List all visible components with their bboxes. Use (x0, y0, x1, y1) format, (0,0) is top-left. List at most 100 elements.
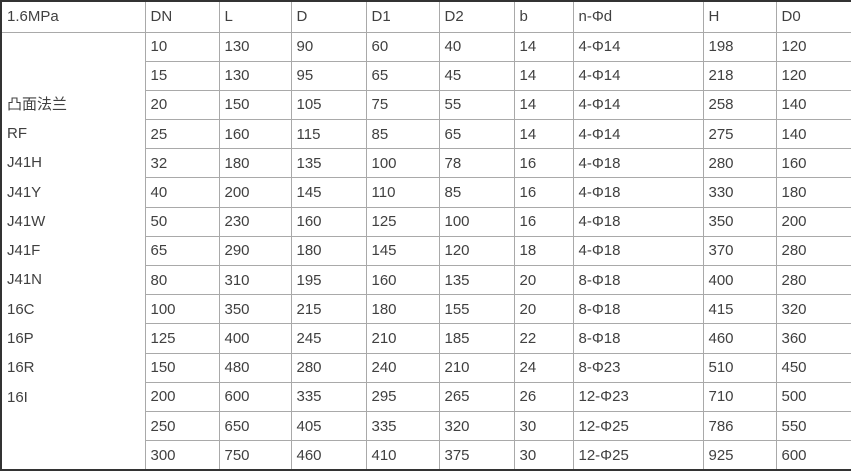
table-cell: 60 (365, 31, 440, 62)
table-cell: 105 (290, 89, 367, 121)
table-cell: 360 (775, 323, 851, 354)
table-cell: 200 (775, 206, 851, 237)
table-cell: 135 (290, 148, 367, 179)
table-cell: 350 (702, 206, 777, 237)
table-cell: 8-Φ18 (572, 323, 704, 354)
table-cell: 750 (218, 440, 292, 471)
table-row: 25 160 115 85 65 14 4-Φ14 275 140 (1, 119, 851, 150)
table-cell: 32 (144, 148, 220, 179)
table-cell: 16 (513, 148, 574, 179)
table-row: 200 600 335 295 265 26 12-Φ23 710 500 (1, 381, 851, 412)
table-cell: 20 (144, 89, 220, 121)
table-cell: 4-Φ14 (572, 60, 704, 91)
table-cell: 100 (438, 206, 515, 237)
table-cell: 400 (218, 323, 292, 354)
product-series-label: J41F (7, 242, 41, 260)
table-cell: 925 (702, 440, 777, 471)
table-cell: 78 (438, 148, 515, 179)
table-cell: 90 (290, 31, 367, 62)
table-cell: 145 (365, 235, 440, 267)
table-cell: 215 (290, 294, 367, 325)
table-cell: 16 (513, 206, 574, 237)
table-cell: 195 (290, 264, 367, 296)
header-row: 1.6MPa DN L D D1 D2 b n-Φd H D0 (0, 0, 851, 33)
table-cell: 30 (513, 410, 574, 442)
table-cell: 510 (702, 352, 777, 383)
table-cell: 100 (144, 294, 220, 325)
table-cell: 125 (144, 323, 220, 354)
table-cell: 4-Φ18 (572, 206, 704, 237)
table-cell: 245 (290, 323, 367, 354)
table-cell: 320 (438, 410, 515, 442)
product-series-label: J41N (7, 271, 43, 289)
table-cell: 20 (513, 264, 574, 296)
table-cell: 95 (290, 60, 367, 91)
table-cell: 330 (702, 177, 777, 208)
table-cell: 335 (290, 381, 367, 412)
table-cell: 185 (438, 323, 515, 354)
table-cell: 280 (702, 148, 777, 179)
table-row: 15 130 95 65 45 14 4-Φ14 218 120 (1, 60, 851, 91)
column-header-D2: D2 (438, 0, 515, 33)
product-series-label: J41Y (7, 183, 42, 201)
column-header-n-Φd: n-Φd (572, 0, 704, 33)
table-cell: 180 (365, 294, 440, 325)
table-cell: 145 (290, 177, 367, 208)
table-cell: 450 (775, 352, 851, 383)
table-cell: 600 (775, 440, 851, 471)
column-header-D: D (290, 0, 367, 33)
product-series-label: RF (7, 124, 27, 142)
table-cell: 14 (513, 89, 574, 121)
table-cell: 140 (775, 89, 851, 121)
table-cell: 40 (144, 177, 220, 208)
table-cell: 55 (438, 89, 515, 121)
table-cell: 160 (775, 148, 851, 179)
table-cell: 160 (218, 119, 292, 150)
table-cell: 4-Φ18 (572, 235, 704, 267)
product-series-label: 16R (7, 359, 35, 377)
table-cell: 10 (144, 31, 220, 62)
product-series-label: J41W (7, 212, 46, 230)
table-cell: 45 (438, 60, 515, 91)
table-cell: 240 (365, 352, 440, 383)
product-series-cell: 凸面法兰 RF J41H J41Y J41W J41F J41N 16C 16P 16R 16I (0, 31, 146, 471)
column-header-H: H (702, 0, 777, 33)
table-cell: 160 (365, 264, 440, 296)
table-row: 50 230 160 125 100 16 4-Φ18 350 200 (1, 206, 851, 237)
table-cell: 14 (513, 119, 574, 150)
table-cell: 230 (218, 206, 292, 237)
table-cell: 25 (144, 119, 220, 150)
table-cell: 150 (144, 352, 220, 383)
table-cell: 310 (218, 264, 292, 296)
table-cell: 405 (290, 410, 367, 442)
table-row: 20 150 105 75 55 14 4-Φ14 258 140 (1, 89, 851, 121)
table-cell: 400 (702, 264, 777, 296)
table-cell: 350 (218, 294, 292, 325)
table-cell: 600 (218, 381, 292, 412)
table-cell: 130 (218, 31, 292, 62)
column-header-b: b (513, 0, 574, 33)
table-cell: 210 (438, 352, 515, 383)
table-row: 150 480 280 240 210 24 8-Φ23 510 450 (1, 352, 851, 383)
table-cell: 180 (218, 148, 292, 179)
table-cell: 75 (365, 89, 440, 121)
product-series-label: 16P (7, 329, 34, 347)
table-cell: 120 (438, 235, 515, 267)
table-cell: 16 (513, 177, 574, 208)
table-cell: 18 (513, 235, 574, 267)
table-cell: 210 (365, 323, 440, 354)
table-cell: 280 (775, 235, 851, 267)
table-cell: 14 (513, 31, 574, 62)
table-cell: 140 (775, 119, 851, 150)
table-cell: 460 (702, 323, 777, 354)
table-cell: 110 (365, 177, 440, 208)
table-cell: 290 (218, 235, 292, 267)
table-cell: 65 (365, 60, 440, 91)
table-cell: 130 (218, 60, 292, 91)
table-cell: 120 (775, 31, 851, 62)
table-cell: 12-Φ25 (572, 410, 704, 442)
table-cell: 12-Φ25 (572, 440, 704, 471)
table-cell: 200 (144, 381, 220, 412)
table-cell: 180 (775, 177, 851, 208)
table-cell: 65 (438, 119, 515, 150)
